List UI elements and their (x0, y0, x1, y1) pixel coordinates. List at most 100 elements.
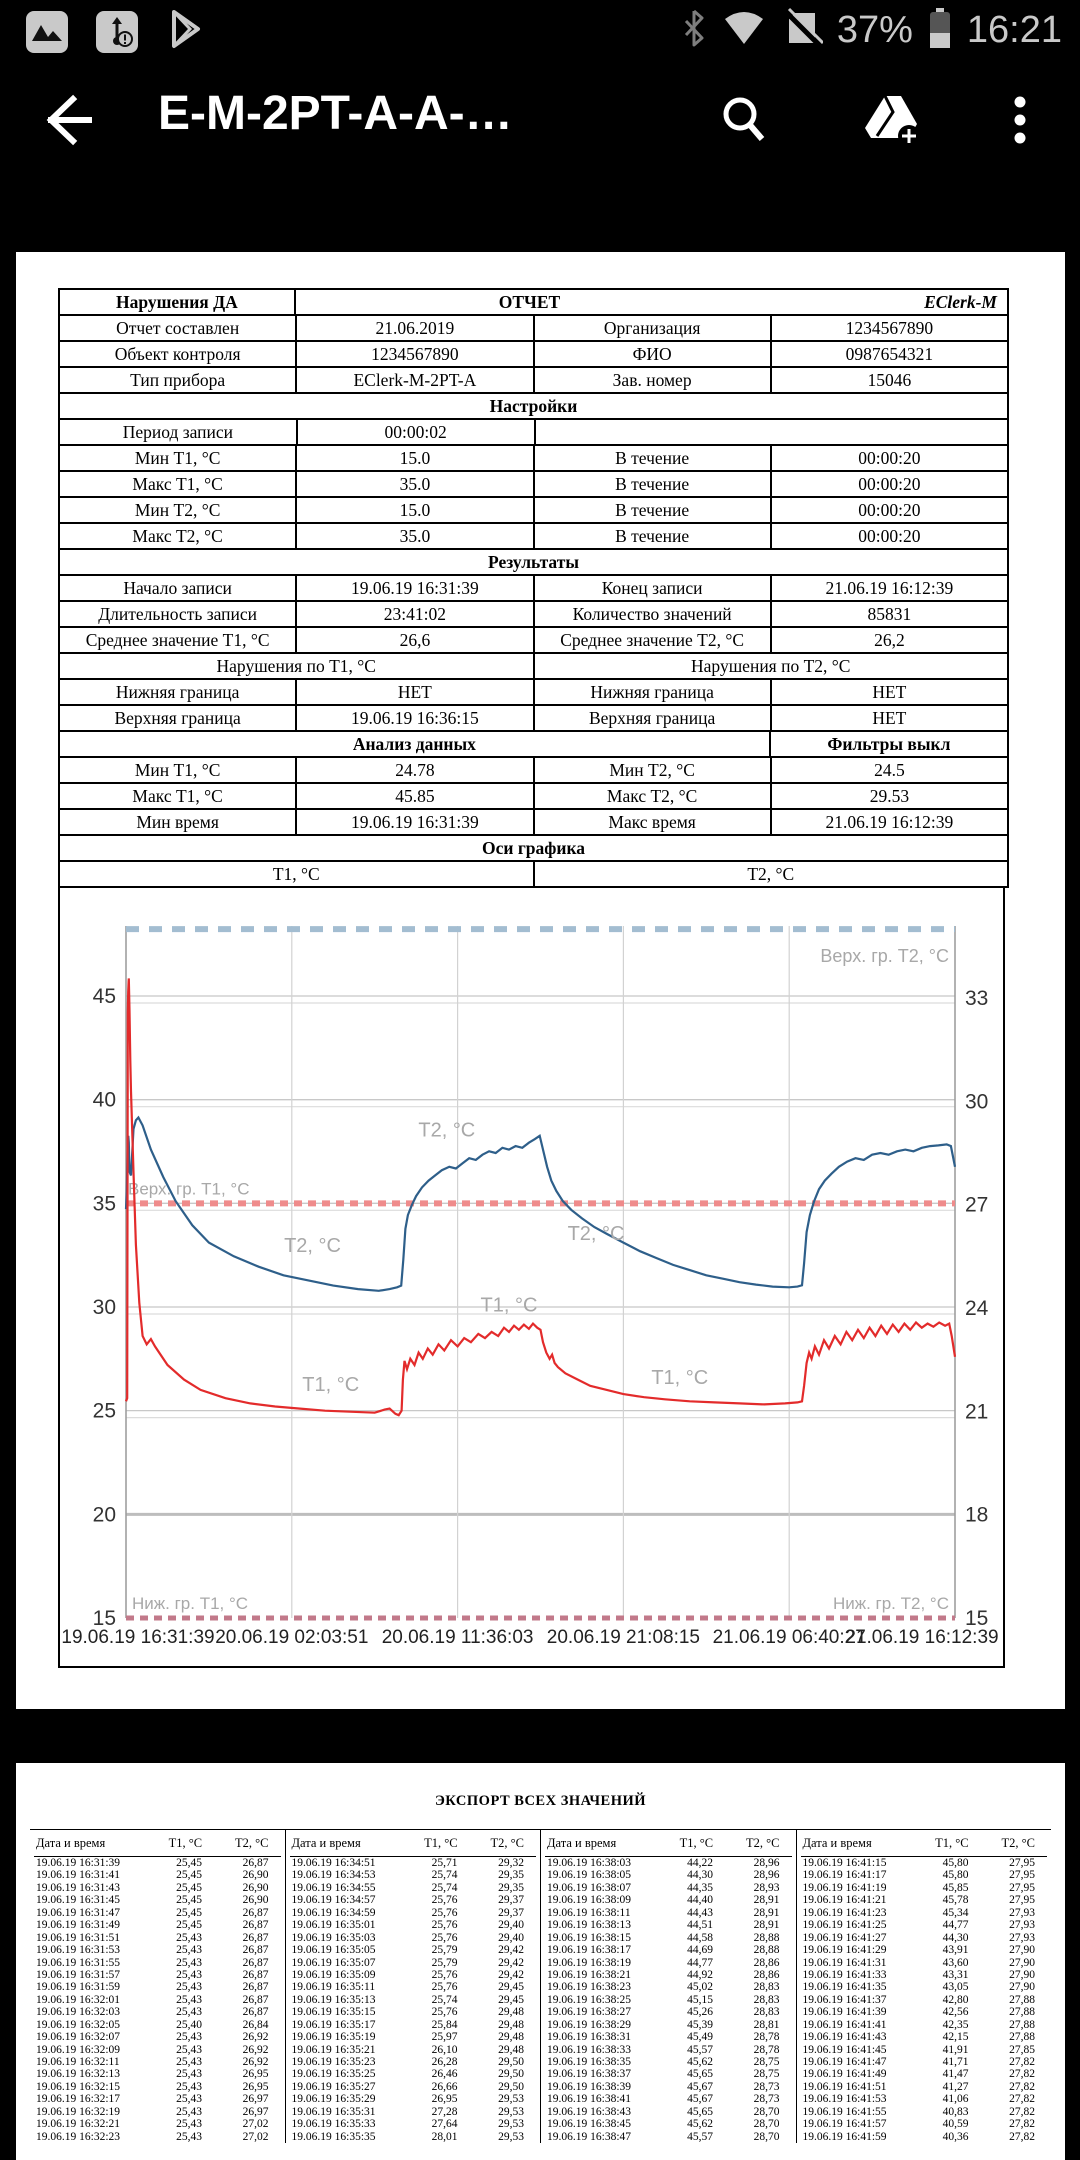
export-cell: 19.06.19 16:35:35 (291, 2130, 376, 2143)
export-cell: 19.06.19 16:35:19 (291, 2031, 376, 2044)
play-store-icon (166, 8, 208, 55)
export-cell: 28,81 (753, 2018, 780, 2031)
report-cell: Макс Т2, °С (535, 784, 772, 808)
export-cell: 25,43 (176, 1981, 203, 1994)
export-cell: 45,49 (687, 2031, 714, 2044)
export-cell: 19.06.19 16:35:23 (291, 2056, 376, 2068)
export-row: 19.06.19 16:38:41 45,67 28,73 (545, 2093, 792, 2105)
export-cell: 19.06.19 16:35:33 (291, 2118, 376, 2131)
export-cell: 19.06.19 16:38:03 (547, 1857, 632, 1869)
export-cell: 27,82 (1009, 2080, 1035, 2093)
export-row: 19.06.19 16:41:21 45,78 27,95 (801, 1894, 1048, 1906)
report-cell: Зав. номер (535, 368, 772, 392)
export-cell: 26,92 (242, 2043, 269, 2056)
report-row: Макс Т1, °С 35.0 В течение 00:00:20 (60, 472, 1007, 498)
export-cell: 25,76 (431, 1981, 458, 1994)
export-row: 19.06.19 16:38:35 45,62 28,75 (545, 2056, 792, 2068)
export-cell: 26,10 (431, 2043, 458, 2056)
report-cell: 15046 (867, 369, 912, 390)
export-cell: 26,87 (242, 1968, 269, 1981)
export-cell: 44,43 (687, 1906, 714, 1919)
export-cell: 19.06.19 16:34:59 (291, 1906, 376, 1919)
search-button[interactable] (706, 82, 782, 158)
export-cell: 29,48 (498, 2031, 524, 2044)
report-cell: Т2, °С (747, 863, 795, 884)
report-cell: Оси графика (481, 837, 586, 858)
export-header-cell: Дата и время (36, 1835, 106, 1850)
export-cell: 29,37 (498, 1906, 524, 1919)
x-axis-tick: 20.06.19 11:36:03 (382, 1627, 534, 1648)
export-cell: 25,43 (176, 1944, 203, 1957)
export-cell: 29,45 (498, 1981, 524, 1994)
export-cell: 19.06.19 16:35:31 (291, 2105, 376, 2118)
export-cell: 27,95 (1009, 1857, 1035, 1869)
export-cell: 27,02 (242, 2130, 269, 2143)
report-cell: Макс время (535, 810, 772, 834)
export-cell: 27,82 (1009, 2068, 1035, 2081)
export-cell: 29,53 (498, 2130, 524, 2143)
export-cell: 19.06.19 16:32:11 (36, 2056, 120, 2068)
export-cell: 27,88 (1009, 1993, 1035, 2006)
export-cell: 45,15 (687, 1993, 714, 2006)
export-header-cell: Дата и время (547, 1835, 617, 1850)
export-row: 19.06.19 16:31:51 25,43 26,87 (34, 1932, 281, 1944)
export-column-group: Дата и время Т1, °С Т2, °С 19.06.19 16:41:1… (795, 1830, 1052, 2144)
report-cell: Нижняя граница (535, 680, 772, 704)
export-cell: 19.06.19 16:38:15 (547, 1931, 632, 1944)
export-cell: 27,93 (1009, 1931, 1035, 1944)
report-row: Нарушения по Т1, °С Нарушения по Т2, °С (60, 654, 1007, 680)
export-cell: 19.06.19 16:41:27 (802, 1931, 887, 1944)
export-title: ЭКСПОРТ ВСЕХ ЗНАЧЕНИЙ (434, 1793, 647, 1809)
export-cell: 19.06.19 16:38:25 (547, 1993, 632, 2006)
export-cell: 19.06.19 16:35:05 (291, 1944, 376, 1957)
export-cell: 19.06.19 16:31:45 (36, 1894, 121, 1907)
export-cell: 45,67 (687, 2093, 714, 2106)
export-cell: 29,50 (498, 2056, 524, 2068)
export-cell: 29,48 (498, 2018, 524, 2031)
add-to-drive-button[interactable] (855, 82, 931, 158)
export-row: 19.06.19 16:38:43 45,65 28,70 (545, 2106, 792, 2118)
x-axis-tick: 19.06.19 16:31:39 (61, 1627, 214, 1648)
export-row: 19.06.19 16:32:05 25,40 26,84 (34, 2019, 281, 2031)
export-cell: 41,91 (942, 2043, 969, 2056)
report-cell: 26,6 (297, 628, 535, 652)
curve-label: Т1, °С (651, 1367, 708, 1389)
export-cell: 26,90 (242, 1881, 269, 1894)
export-cell: 44,22 (687, 1857, 714, 1869)
export-row: 19.06.19 16:41:15 45,80 27,95 (801, 1857, 1048, 1869)
report-cell: 21.06.19 16:12:39 (825, 577, 954, 598)
export-header-cell: Дата и время (291, 1835, 361, 1850)
export-cell: 44,69 (687, 1944, 714, 1957)
export-row: 19.06.19 16:35:35 28,01 29,53 (290, 2131, 537, 2143)
overflow-menu-button[interactable] (982, 82, 1058, 158)
report-row: Объект контроля 1234567890 ФИО 0987654321 (60, 342, 1007, 368)
export-cell: 19.06.19 16:35:17 (291, 2018, 376, 2031)
back-button[interactable] (28, 82, 104, 158)
report-cell: Мин Т1, °С (60, 758, 298, 782)
export-cell: 19.06.19 16:38:37 (547, 2068, 632, 2081)
photos-icon (26, 10, 68, 53)
export-row: 19.06.19 16:38:11 44,43 28,91 (545, 1907, 792, 1919)
export-cell: 19.06.19 16:32:09 (36, 2043, 121, 2056)
export-cell: 28,78 (753, 2031, 780, 2044)
export-row: 19.06.19 16:38:03 44,22 28,96 (545, 1857, 792, 1869)
export-row: 19.06.19 16:34:57 25,76 29,37 (290, 1894, 537, 1906)
left-axis-tick: 30 (93, 1296, 116, 1319)
export-cell: 29,40 (498, 1919, 524, 1932)
export-cell: 27,93 (1009, 1906, 1035, 1919)
export-header-cell: Т1, °С (424, 1835, 458, 1850)
export-row: 19.06.19 16:35:01 25,76 29,40 (290, 1919, 537, 1931)
export-header: Дата и время Т1, °С Т2, °С (34, 1830, 281, 1857)
export-cell: 19.06.19 16:34:53 (291, 1869, 376, 1882)
export-cell: 25,43 (176, 2056, 203, 2068)
report-row: Начало записи 19.06.19 16:31:39 Конец запи… (60, 576, 1007, 602)
export-cell: 19.06.19 16:38:19 (547, 1956, 632, 1969)
report-cell: ОТЧЕТ (498, 291, 561, 312)
export-cell: 19.06.19 16:41:33 (802, 1968, 887, 1981)
report-page: Нарушения ДА ОТЧЕТ EClerk-M Отчет составлен… (16, 252, 1065, 1709)
export-cell: 19.06.19 16:35:01 (291, 1919, 376, 1932)
export-cell: 26,87 (242, 1956, 269, 1969)
export-cell: 27,95 (1009, 1869, 1035, 1882)
export-cell: 19.06.19 16:41:47 (802, 2056, 887, 2068)
export-cell: 28,78 (753, 2043, 780, 2056)
